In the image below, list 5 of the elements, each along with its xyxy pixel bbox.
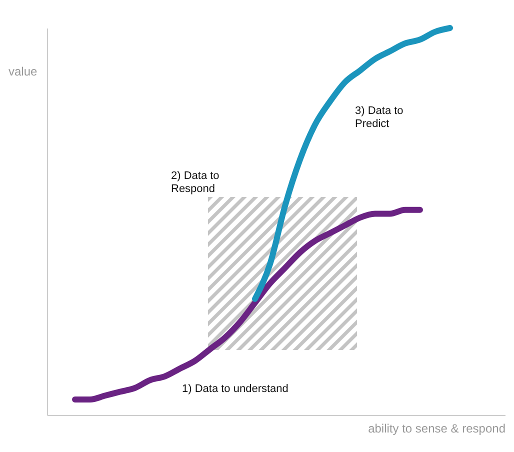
annotation: 2) Data to Respond (171, 170, 220, 195)
annotation: 1) Data to understand (182, 383, 288, 395)
x-axis-title: ability to sense & respond (368, 422, 506, 436)
y-axis-title: value (8, 64, 38, 78)
annotation: 3) Data to Predict (355, 105, 404, 130)
